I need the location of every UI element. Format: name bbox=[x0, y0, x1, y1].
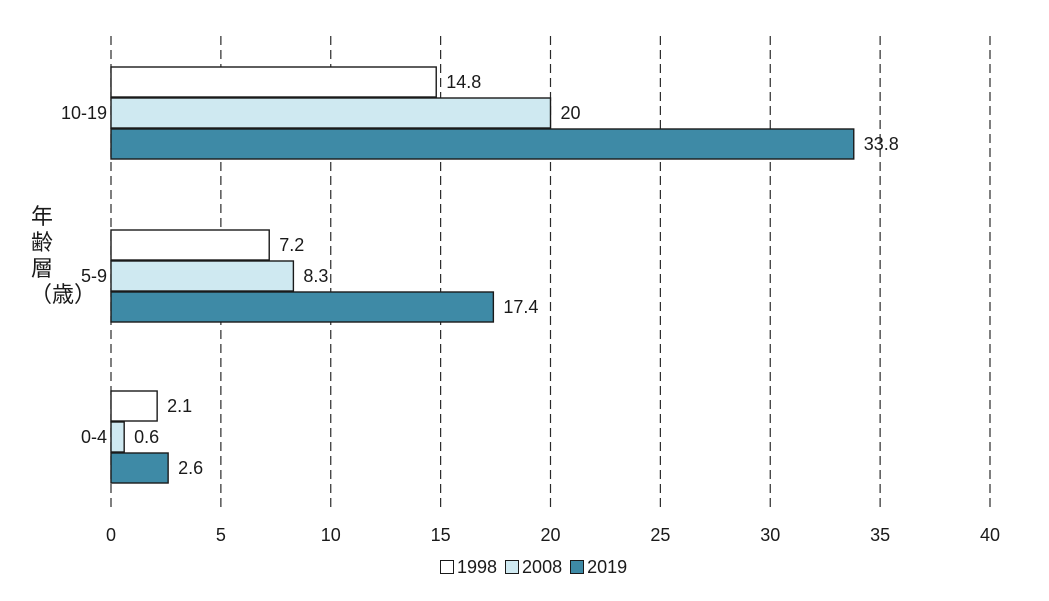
data-label-10-19-2019: 33.8 bbox=[864, 134, 899, 154]
x-tick-label-0: 0 bbox=[106, 525, 116, 545]
data-label-5-9-2008: 8.3 bbox=[303, 266, 328, 286]
category-labels: 10-19 5-9 0-4 bbox=[61, 103, 107, 447]
x-tick-label-15: 15 bbox=[431, 525, 451, 545]
legend-label-1998: 1998 bbox=[457, 556, 498, 577]
bars bbox=[110, 66, 855, 484]
y-axis-label: 年齢層（歳） bbox=[30, 205, 97, 308]
legend: 1998 2008 2019 bbox=[440, 556, 635, 578]
legend-swatch-2019 bbox=[570, 560, 585, 574]
bar-5-9-1998 bbox=[110, 229, 270, 261]
legend-item-2019: 2019 bbox=[570, 557, 627, 578]
x-tick-labels: 0 5 10 15 20 25 30 35 40 bbox=[106, 525, 1000, 545]
legend-label-2019: 2019 bbox=[587, 556, 628, 577]
x-tick-label-25: 25 bbox=[650, 525, 670, 545]
legend-swatch-2008 bbox=[505, 560, 520, 574]
x-tick-label-30: 30 bbox=[760, 525, 780, 545]
x-tick-label-5: 5 bbox=[216, 525, 226, 545]
data-label-0-4-2008: 0.6 bbox=[134, 427, 159, 447]
bar-0-4-2019 bbox=[110, 452, 169, 484]
bar-0-4-2008 bbox=[110, 421, 125, 453]
legend-item-1998: 1998 bbox=[440, 557, 497, 578]
bar-0-4-1998 bbox=[110, 390, 158, 422]
data-labels: 14.8 20 33.8 7.2 8.3 17.4 2.1 0.6 2.6 bbox=[134, 72, 899, 478]
data-label-10-19-2008: 20 bbox=[561, 103, 581, 123]
bar-10-19-2008 bbox=[110, 97, 552, 129]
bar-5-9-2008 bbox=[110, 260, 295, 292]
bar-10-19-1998 bbox=[110, 66, 437, 98]
data-label-5-9-2019: 17.4 bbox=[503, 297, 538, 317]
category-label-0-4: 0-4 bbox=[81, 427, 107, 447]
category-label-10-19: 10-19 bbox=[61, 103, 107, 123]
bar-10-19-2019 bbox=[110, 128, 855, 160]
data-label-0-4-1998: 2.1 bbox=[167, 396, 192, 416]
x-tick-label-35: 35 bbox=[870, 525, 890, 545]
legend-swatch-1998 bbox=[440, 560, 454, 574]
data-label-5-9-1998: 7.2 bbox=[279, 235, 304, 255]
legend-label-2008: 2008 bbox=[522, 556, 563, 577]
category-label-5-9: 5-9 bbox=[81, 266, 107, 286]
legend-item-2008: 2008 bbox=[505, 557, 562, 578]
x-tick-label-40: 40 bbox=[980, 525, 1000, 545]
bar-5-9-2019 bbox=[110, 291, 495, 323]
x-tick-label-20: 20 bbox=[540, 525, 560, 545]
data-label-10-19-1998: 14.8 bbox=[446, 72, 481, 92]
x-tick-label-10: 10 bbox=[321, 525, 341, 545]
data-label-0-4-2019: 2.6 bbox=[178, 458, 203, 478]
